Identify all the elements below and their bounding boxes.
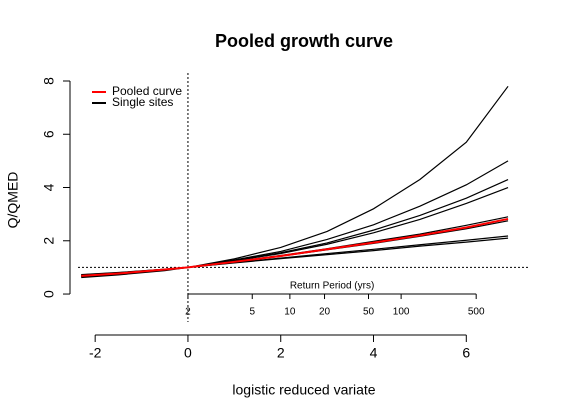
y-tick-label: 8 <box>41 77 57 85</box>
y-tick-label: 6 <box>41 130 57 138</box>
return-period-tick-label: 100 <box>393 307 410 318</box>
x-tick-label: 6 <box>462 345 470 361</box>
x-tick-label: 0 <box>184 345 192 361</box>
y-axis-title: Q/QMED <box>5 172 21 229</box>
x-tick-label: 2 <box>277 345 285 361</box>
return-period-tick-label: 5 <box>249 307 255 318</box>
pooled-curve <box>81 217 509 277</box>
x-tick-label: -2 <box>89 345 102 361</box>
legend-label: Single sites <box>112 95 173 109</box>
return-period-tick-label: 10 <box>284 307 296 318</box>
site-curve <box>81 235 509 276</box>
return-period-tick-label: 500 <box>468 307 485 318</box>
x-axis-title: logistic reduced variate <box>232 382 375 398</box>
plot-area: 2 5 10 20 50 100 500 Return Period (yrs) <box>78 73 528 322</box>
legend-label: Pooled curve <box>112 84 182 98</box>
y-tick-label: 0 <box>41 290 57 298</box>
y-tick-label: 2 <box>41 237 57 245</box>
return-period-tick-label: 2 <box>185 307 191 318</box>
site-curve <box>81 160 509 278</box>
x-tick-label: 4 <box>370 345 378 361</box>
site-curve <box>81 85 509 279</box>
return-period-axis-title: Return Period (yrs) <box>290 281 374 292</box>
return-period-tick-label: 50 <box>363 307 375 318</box>
site-curve <box>81 178 509 278</box>
return-period-tick-label: 20 <box>319 307 331 318</box>
y-tick-label: 4 <box>41 183 57 191</box>
chart-title: Pooled growth curve <box>215 31 393 51</box>
